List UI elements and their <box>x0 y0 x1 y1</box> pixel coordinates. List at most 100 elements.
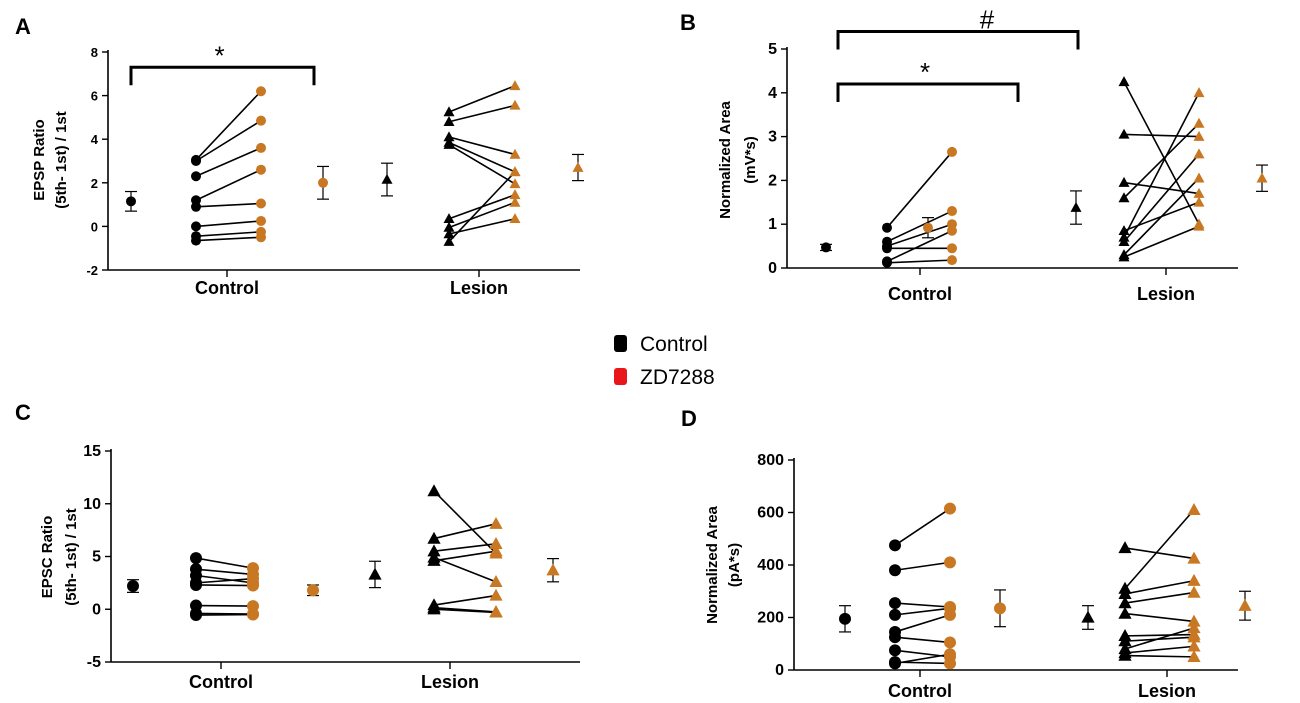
panel-a-ylabel-line-1: EPSP Ratio <box>31 119 48 200</box>
panel-d-ytick-label: 400 <box>757 557 784 574</box>
panel-c-mean-lesion-zd7288 <box>546 563 560 576</box>
panel-a-pair-line <box>195 202 262 208</box>
panel-c-pair-line <box>195 604 254 607</box>
panel-b-point-lesion-zd7288 <box>1193 187 1205 198</box>
panel-c-category-lesion: Lesion <box>421 672 479 692</box>
panel-d-point-lesion-zd7288 <box>1187 650 1201 663</box>
panel-b-category-control: Control <box>888 284 952 304</box>
panel-b-significance-label: * <box>920 57 930 87</box>
panel-a-ytick-label: 6 <box>91 89 98 104</box>
panel-b-point-control-zd7288 <box>947 146 957 157</box>
panel-c-pair-line <box>433 608 497 614</box>
panel-d-point-control-control <box>889 608 901 621</box>
panel-b-point-control-control <box>882 243 892 254</box>
panel-c-point-lesion-zd7288 <box>489 605 503 618</box>
panel-c-point-lesion-control <box>427 544 441 557</box>
legend-label-control: Control <box>640 333 708 356</box>
panel-a-point-control-zd7288 <box>256 142 266 153</box>
panel-a-point-control-zd7288 <box>256 215 266 226</box>
panel-a-pair-line <box>448 217 516 235</box>
panel-a-point-control-zd7288 <box>256 86 266 97</box>
panel-a-pair-line <box>448 201 516 229</box>
panel-d-pair-line <box>1124 591 1195 604</box>
panel-d-point-lesion-control <box>1118 648 1132 661</box>
panel-c-ylabel-line-2: (5th- 1st) / 1st <box>63 508 80 606</box>
panel-b-pair-line <box>886 151 953 229</box>
panel-b-ylabel-line-1: Normalized Area <box>717 100 734 218</box>
panel-b-ytick-label: 3 <box>768 129 777 146</box>
panel-c-ytick-label: 10 <box>83 496 101 513</box>
panel-d-pair-line <box>1124 579 1195 595</box>
panel-a-pair-line <box>448 104 516 123</box>
panel-c-ytick-label: 0 <box>92 601 101 618</box>
panel-b-pair-line <box>886 259 953 264</box>
panel-letter-b: B <box>680 10 696 35</box>
panel-b-pair-line <box>1123 181 1200 195</box>
panel-d-point-lesion-control <box>1118 587 1132 600</box>
panel-d-ytick-label: 0 <box>775 662 784 679</box>
panel-c-point-lesion-zd7288 <box>489 588 503 601</box>
panel-c-point-lesion-zd7288 <box>489 516 503 529</box>
panel-a-point-lesion-zd7288 <box>509 196 521 207</box>
panel-a-point-lesion-control <box>443 106 455 117</box>
panel-b-point-control-zd7288 <box>947 225 957 236</box>
panel-c-point-control-control <box>190 552 202 565</box>
panel-c-category-control: Control <box>189 672 253 692</box>
panel-d-point-lesion-control <box>1118 541 1132 554</box>
panel-a-mean-lesion-zd7288 <box>572 161 584 172</box>
panel-c-point-control-zd7288 <box>247 608 259 621</box>
panel-c-pair-line <box>433 550 497 562</box>
panel-d-pair-line <box>1124 509 1195 590</box>
panel-a-ytick-label: 4 <box>91 132 99 147</box>
panel-c-pair-line <box>433 490 497 554</box>
panel-b-pair-line <box>1123 177 1200 256</box>
panel-a-mean-lesion-control <box>381 173 393 184</box>
panel-b-point-lesion-control <box>1118 225 1130 236</box>
panel-b-pair-line <box>1123 92 1200 238</box>
panel-c-pair-line <box>195 584 254 587</box>
panel-c-point-lesion-control <box>427 484 441 497</box>
panel-a-mean-control-control <box>126 196 136 207</box>
panel-d-mean-lesion-zd7288 <box>1238 598 1252 611</box>
panel-d-ytick-label: 800 <box>757 452 784 469</box>
panel-d-point-lesion-zd7288 <box>1187 630 1201 643</box>
panel-b-mean-lesion-zd7288 <box>1256 172 1268 183</box>
panel-d-point-lesion-zd7288 <box>1187 551 1201 564</box>
panel-c-point-lesion-control <box>427 553 441 566</box>
panel-c-mean-control-control <box>127 580 139 593</box>
panel-b-point-lesion-zd7288 <box>1193 196 1205 207</box>
panel-d-point-lesion-control <box>1118 606 1132 619</box>
panel-d-point-control-zd7288 <box>944 556 956 569</box>
panel-a-point-control-control <box>191 221 201 232</box>
panel-a-point-control-zd7288 <box>256 115 266 126</box>
panel-b-ylabel-line-2: (mV*s) <box>742 136 759 184</box>
panel-b-pair-line <box>1123 81 1200 225</box>
panel-d-point-lesion-zd7288 <box>1187 573 1201 586</box>
panel-d-pair-line <box>894 507 951 546</box>
panel-c-point-lesion-zd7288 <box>489 537 503 549</box>
panel-a-ylabel-line-2: (5th- 1st) / 1st <box>53 111 70 209</box>
panel-c-point-lesion-control <box>427 602 441 615</box>
panel-c-plot: -5 0 5 10 15 Control Lesion EPSC Ratio (5th- 1st… <box>39 443 580 692</box>
panel-a-point-lesion-zd7288 <box>509 189 521 200</box>
panel-d-ylabel-line-2: (pA*s) <box>726 543 743 587</box>
panel-d-pair-line <box>1124 633 1195 637</box>
panel-d-point-control-zd7288 <box>944 657 956 670</box>
panel-a-point-lesion-control <box>443 235 455 246</box>
panel-d-mean-control-zd7288 <box>994 602 1006 615</box>
panel-d-pair-line <box>894 602 951 608</box>
panel-c-ylabel-line-1: EPSC Ratio <box>39 516 56 599</box>
panel-a-point-control-zd7288 <box>256 232 266 243</box>
panel-a-significance-bracket <box>129 65 316 86</box>
panel-a-mean-control-zd7288 <box>318 177 328 188</box>
panel-b-point-lesion-control <box>1118 236 1130 246</box>
panel-a-pair-line <box>195 236 262 242</box>
panel-d-point-control-zd7288 <box>944 648 956 661</box>
panel-b-point-lesion-zd7288 <box>1193 117 1205 128</box>
panel-b-pair-line <box>1123 225 1200 258</box>
panel-b-point-lesion-zd7288 <box>1193 130 1205 141</box>
panel-d-point-control-control <box>889 631 901 644</box>
panel-c-point-lesion-zd7288 <box>489 544 503 557</box>
panel-a-pair-line <box>195 90 262 161</box>
